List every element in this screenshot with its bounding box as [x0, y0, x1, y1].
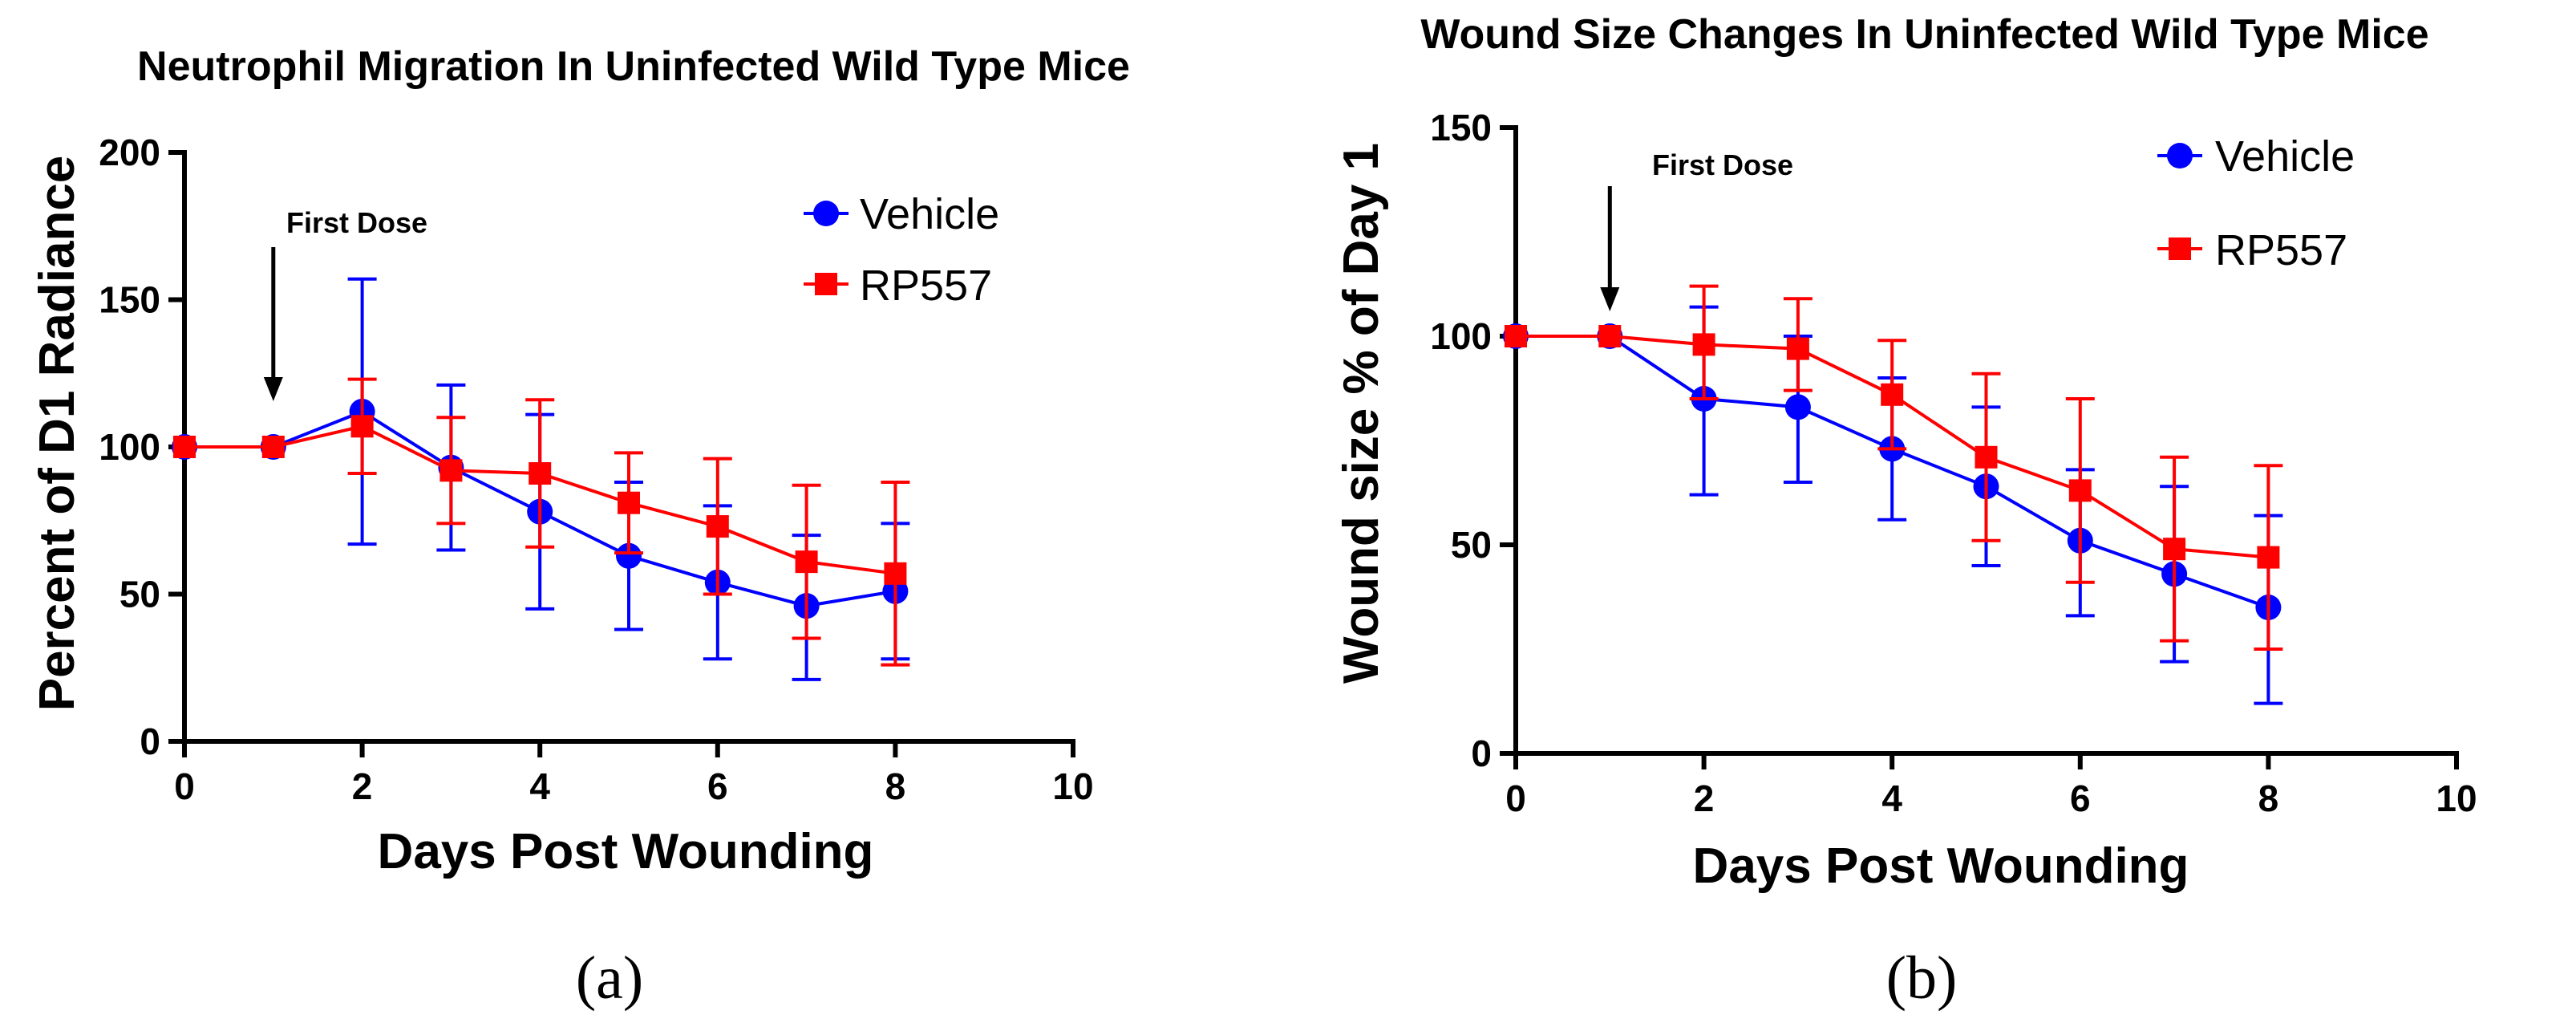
x-tick-label: 4 [529, 765, 550, 807]
data-point [350, 415, 374, 438]
chart-b-y-ticks: 0 50 100 150 [1430, 107, 1516, 774]
chart-a-legend: Vehicle RP557 [804, 190, 999, 310]
chart-b-x-ticks: 0 2 4 6 8 10 [1505, 753, 2477, 819]
chart-a-annotation-arrow-head [263, 377, 283, 401]
chart-a-legend-label-rp557: RP557 [860, 262, 992, 310]
chart-a-y-ticks: 0 50 100 150 200 [99, 132, 184, 762]
data-point [1881, 383, 1904, 406]
chart-b-ylabel: Wound size % of Day 1 [1334, 143, 1389, 684]
chart-b-annotation-label: First Dose [1652, 148, 1793, 181]
legend-marker [815, 273, 837, 295]
x-tick-label: 4 [1881, 777, 1902, 819]
chart-b-legend-label-rp557: RP557 [2215, 226, 2347, 274]
data-point [616, 542, 642, 569]
chart-b-first-dose-annotation: First Dose [1600, 148, 1793, 311]
data-point [1598, 325, 1622, 347]
data-point [1784, 394, 1811, 420]
x-tick-label: 2 [352, 765, 373, 807]
y-tick-label: 50 [119, 574, 160, 615]
data-point [1505, 325, 1527, 347]
data-point [2068, 479, 2092, 502]
chart-a-caption: (a) [576, 944, 643, 1012]
x-tick-label: 0 [174, 765, 195, 807]
data-point [795, 550, 818, 574]
x-tick-label: 10 [2436, 777, 2477, 819]
chart-b-annotation-arrow-head [1600, 287, 1620, 311]
chart-b-title: Wound Size Changes In Uninfected Wild Ty… [1420, 11, 2428, 58]
series-rp557 [173, 377, 910, 667]
y-tick-label: 0 [140, 721, 160, 762]
x-tick-label: 0 [1505, 777, 1526, 819]
data-point [1692, 333, 1715, 356]
y-tick-label: 200 [99, 132, 160, 173]
data-point [2257, 546, 2280, 569]
legend-marker [813, 201, 839, 226]
series-rp557 [1505, 284, 2283, 651]
chart-a-first-dose-annotation: First Dose [263, 206, 427, 401]
chart-a-title: Neutrophil Migration In Uninfected Wild … [137, 43, 1130, 90]
chart-a-legend-label-vehicle: Vehicle [860, 190, 999, 238]
chart-b-series [1503, 284, 2283, 705]
data-point [706, 515, 729, 538]
x-tick-label: 6 [707, 765, 728, 807]
data-point [618, 491, 640, 514]
legend-marker [2169, 237, 2191, 260]
x-tick-label: 10 [1052, 765, 1093, 807]
data-point [1786, 337, 1809, 360]
chart-a-xlabel: Days Post Wounding [378, 824, 874, 879]
x-tick-label: 8 [2258, 777, 2279, 819]
chart-b-caption: (b) [1886, 944, 1958, 1012]
data-point [529, 462, 552, 485]
y-tick-label: 150 [99, 279, 160, 321]
y-tick-label: 50 [1451, 524, 1492, 566]
y-tick-label: 100 [99, 426, 160, 468]
chart-a-x-ticks: 0 2 4 6 8 10 [174, 741, 1094, 807]
chart-a-series [172, 277, 910, 681]
chart-b-legend: Vehicle RP557 [2157, 132, 2355, 274]
chart-b-xlabel: Days Post Wounding [1693, 838, 2189, 894]
x-tick-label: 2 [1694, 777, 1715, 819]
chart-a-legend-item-vehicle: Vehicle [804, 190, 999, 238]
chart-a-annotation-label: First Dose [286, 206, 427, 239]
chart-b-legend-item-rp557: RP557 [2157, 226, 2347, 274]
data-point [884, 562, 907, 585]
data-point [1975, 445, 1998, 469]
chart-b-legend-item-vehicle: Vehicle [2157, 132, 2355, 181]
data-point [2163, 538, 2186, 561]
data-point [173, 436, 196, 458]
data-point [439, 459, 463, 482]
x-tick-label: 8 [885, 765, 906, 807]
y-tick-label: 100 [1430, 315, 1492, 357]
chart-b-legend-label-vehicle: Vehicle [2215, 132, 2355, 181]
x-tick-label: 6 [2070, 777, 2091, 819]
legend-marker [2167, 143, 2193, 168]
panel-a: Neutrophil Migration In Uninfected Wild … [30, 43, 1130, 1012]
y-tick-label: 150 [1430, 107, 1492, 148]
data-point [261, 436, 285, 458]
chart-a-ylabel: Percent of D1 Radiance [30, 156, 85, 712]
panel-b: Wound Size Changes In Uninfected Wild Ty… [1334, 11, 2477, 1012]
y-tick-label: 0 [1471, 733, 1492, 774]
chart-a-legend-item-rp557: RP557 [804, 262, 992, 310]
